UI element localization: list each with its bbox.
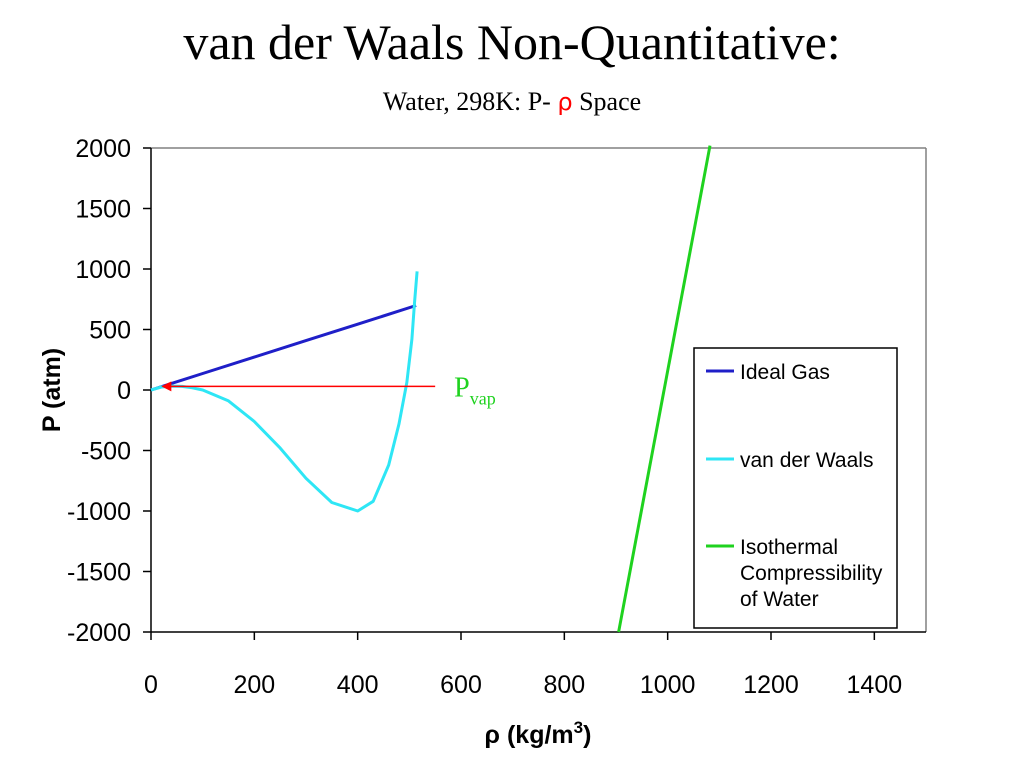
series-layer [150,145,712,633]
pvap-label: Pvap [454,372,496,408]
page-subtitle: Water, 298K: P- ρ Space [0,86,1024,118]
x-axis-label-main: ρ (kg/m [485,721,574,749]
y-tick-label: 500 [89,317,131,345]
y-tick-label: 1500 [75,196,131,224]
y-tick-label: 2000 [75,135,131,163]
legend-label-ideal-gas: Ideal Gas [740,361,830,384]
x-tick-label: 1000 [640,671,696,699]
subtitle-prefix: Water, 298K: P- [382,87,558,116]
legend-label-line: of Water [740,588,819,611]
y-tick-label: -1000 [67,498,131,526]
legend: Ideal Gas van der Waals Isothermal Compre… [693,347,898,629]
legend-box [693,347,898,629]
series-line-compressibility [617,145,712,633]
x-axis-label-close: ) [583,721,591,749]
x-tick-label: 1400 [847,671,903,699]
annotation-layer: Pvap [161,372,496,408]
legend-label-line: Compressibility [740,562,883,585]
legend-label-line: Isothermal [740,536,838,559]
series-line-ideal-gas [150,304,417,392]
page-title: van der Waals Non-Quantitative: [183,14,841,70]
x-tick-label: 200 [233,671,275,699]
pvap-label-main: P [454,372,470,403]
subtitle-suffix: Space [572,87,642,116]
y-tick-label: -1500 [67,559,131,587]
x-tick-label: 600 [440,671,482,699]
legend-label-van-der-waals: van der Waals [740,449,873,472]
y-axis-label: P (atm) [38,348,66,432]
ticks: 0 200 400 600 800 1000 1200 1400 2000 1500 1000 500… [67,135,902,699]
y-tick-label: -500 [81,438,131,466]
y-tick-label: 1000 [75,256,131,284]
legend-label-compressibility: Isothermal Compressibility of Water [740,536,883,611]
x-tick-label: 400 [337,671,379,699]
pvap-arrowhead [161,381,172,392]
x-axis-label: ρ (kg/m3) [485,718,592,749]
y-tick-label: -2000 [67,619,131,647]
x-axis-label-sup: 3 [574,718,583,737]
pvap-label-sub: vap [470,388,496,408]
rho-symbol: ρ [557,88,573,116]
series-line-van-der-waals [150,271,419,513]
x-tick-label: 1200 [743,671,799,699]
y-tick-label: 0 [117,377,131,405]
x-tick-label: 800 [543,671,585,699]
x-tick-label: 0 [144,671,158,699]
